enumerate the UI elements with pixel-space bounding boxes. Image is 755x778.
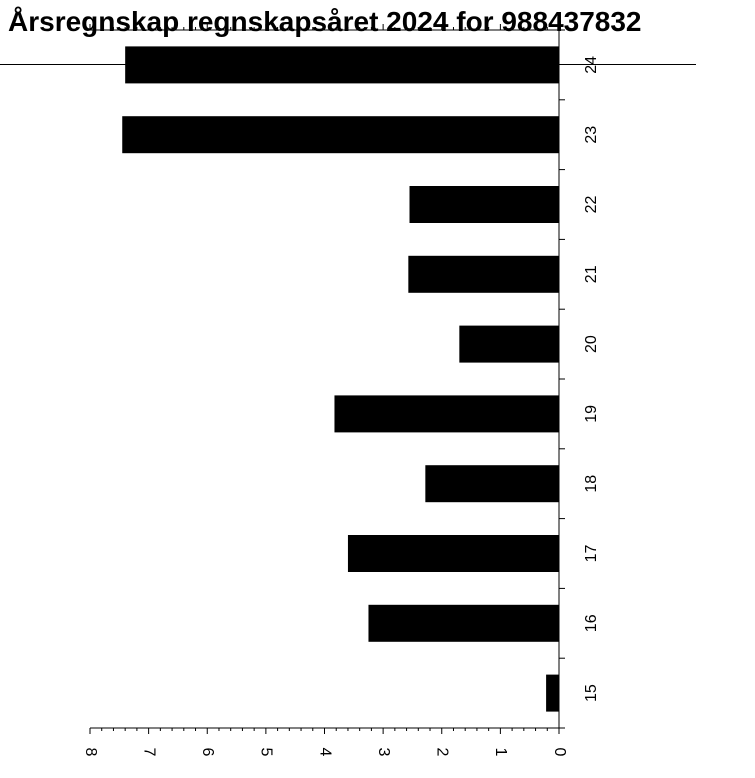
value-tick-label: 0 bbox=[551, 748, 568, 757]
bar bbox=[546, 674, 559, 712]
value-tick-label: 6 bbox=[199, 748, 216, 757]
category-tick-label: 15 bbox=[583, 684, 600, 702]
bar bbox=[125, 46, 560, 84]
value-tick-label: 5 bbox=[258, 748, 275, 757]
bar bbox=[334, 395, 559, 433]
category-tick-label: 17 bbox=[583, 545, 600, 563]
category-tick-label: 24 bbox=[583, 56, 600, 74]
category-tick-label: 21 bbox=[583, 265, 600, 283]
bar bbox=[347, 535, 559, 572]
category-tick-label: 20 bbox=[583, 335, 600, 353]
value-tick-label: 8 bbox=[82, 748, 99, 757]
category-tick-label: 19 bbox=[583, 405, 600, 423]
bar bbox=[409, 186, 559, 223]
category-tick-label: 18 bbox=[583, 475, 600, 493]
chart-title: Årsregnskap regnskapsåret 2024 for 98843… bbox=[8, 6, 642, 37]
value-tick-label: 2 bbox=[434, 748, 451, 757]
category-tick-label: 22 bbox=[583, 196, 600, 214]
bar bbox=[459, 325, 559, 363]
bar bbox=[122, 116, 560, 154]
bar bbox=[368, 604, 559, 642]
value-tick-label: 4 bbox=[316, 748, 333, 757]
bar bbox=[425, 465, 559, 503]
value-tick-label: 3 bbox=[375, 748, 392, 757]
value-tick-label: 1 bbox=[492, 748, 509, 757]
bar bbox=[408, 255, 559, 293]
value-tick-label: 7 bbox=[140, 748, 157, 757]
category-tick-label: 23 bbox=[583, 126, 600, 144]
category-tick-label: 16 bbox=[583, 614, 600, 632]
